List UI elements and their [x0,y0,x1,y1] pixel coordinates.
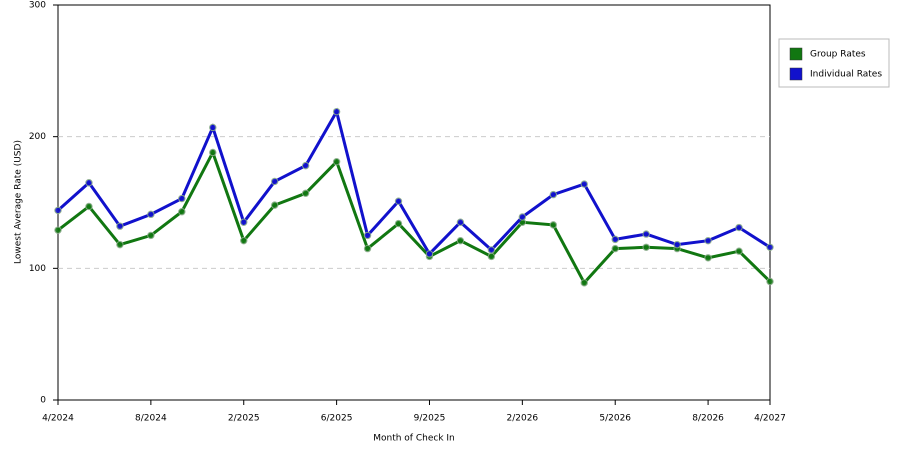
data-point [487,252,496,261]
x-tick-label: 8/2024 [135,414,167,424]
data-point [332,107,341,116]
x-axis-label: Month of Check In [373,434,455,444]
series-line [57,107,771,257]
plot-area [57,4,771,401]
data-point [673,240,681,249]
y-tick-label: 0 [40,396,46,406]
data-point [85,179,93,187]
x-tick-label: 5/2026 [599,414,631,424]
x-tick-label: 2/2026 [507,414,539,424]
data-point [332,157,341,166]
data-point [240,218,248,226]
data-point [301,161,310,170]
data-point [116,240,124,249]
data-point [642,243,650,251]
legend-swatch [789,47,803,61]
series-line [57,148,772,286]
data-point [270,201,279,209]
legend-label: Individual Rates [810,70,882,80]
data-point [425,250,434,258]
data-point [735,247,743,255]
data-point [766,277,774,286]
data-point [487,246,496,254]
data-point [301,189,310,197]
data-point [178,194,186,203]
data-point [209,123,217,132]
x-tick-label: 2/2025 [228,414,260,424]
data-point [456,236,465,245]
x-tick-label: 9/2025 [414,414,446,424]
y-tick-label: 100 [29,264,46,274]
data-point [54,226,62,234]
data-point [518,213,527,221]
x-tick-label: 4/2027 [754,414,786,424]
data-point [178,208,186,216]
data-point [611,235,619,244]
data-point [147,210,155,219]
data-point [363,231,372,240]
data-point [394,197,403,205]
data-point [209,148,217,157]
data-point [704,254,712,262]
x-tick-label: 4/2024 [42,414,74,424]
x-tick-label: 6/2025 [321,414,353,424]
data-point [611,244,619,253]
data-point [54,206,62,215]
data-point [240,236,248,245]
y-tick-label: 200 [29,132,46,142]
x-tick-label: 8/2026 [692,414,724,424]
data-point [456,218,465,226]
data-point [766,243,774,251]
data-point [116,222,124,230]
data-point [85,202,93,211]
data-point [394,219,403,228]
data-point [580,279,588,287]
y-axis-label: Lowest Average Rate (USD) [14,140,24,264]
data-point [549,221,558,229]
data-point [735,223,743,232]
data-point [147,231,155,240]
data-point [363,244,372,253]
legend-swatch [789,67,803,81]
data-point [642,230,650,238]
data-point [704,236,712,245]
legend-label: Group Rates [810,50,866,60]
data-point [270,177,279,186]
y-tick-label: 300 [29,1,46,11]
data-point [580,180,588,188]
data-point [549,190,558,199]
